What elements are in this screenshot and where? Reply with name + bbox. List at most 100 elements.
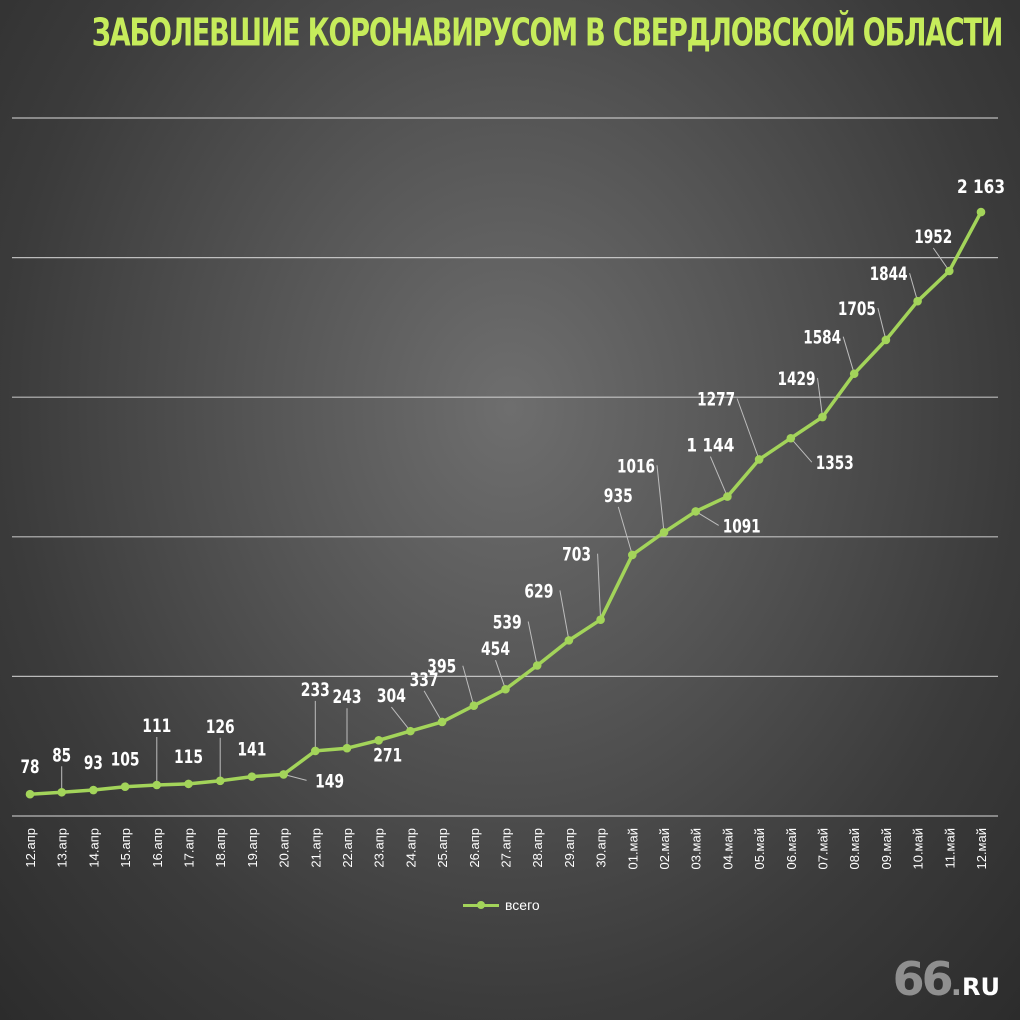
data-label: 1091: [723, 515, 761, 537]
data-point: [945, 266, 954, 276]
data-point: [659, 528, 669, 537]
leader-line: [462, 665, 475, 706]
leader-line: [817, 377, 823, 418]
data-point: [913, 296, 922, 306]
x-tick-label: 04.май: [720, 828, 735, 870]
x-tick-label: 21.апр: [308, 828, 323, 868]
data-point: [89, 785, 98, 795]
data-label: 243: [333, 686, 362, 708]
x-tick-label: 01.май: [625, 828, 640, 870]
x-tick-label: 24.апр: [403, 828, 418, 868]
x-tick-label: 23.апр: [372, 828, 387, 868]
data-point: [976, 207, 986, 217]
leader-line: [709, 456, 728, 497]
x-tick-label: 14.апр: [86, 828, 101, 868]
x-tick-label: 02.май: [657, 828, 672, 870]
data-label: 1584: [803, 327, 841, 349]
data-point: [342, 743, 352, 753]
x-axis-tick-labels: 12.апр 13.апр 14.апр 15.апр 16.апр 17.апр 18.а…: [23, 828, 989, 870]
leader-line: [877, 307, 887, 341]
data-label: 1844: [870, 263, 908, 285]
leader-line: [932, 247, 950, 272]
data-label: 149: [315, 770, 344, 792]
data-label: 703: [562, 544, 591, 566]
leader-line: [391, 706, 411, 732]
data-label: 454: [481, 638, 510, 660]
leader-line: [559, 590, 570, 641]
data-point: [691, 507, 700, 516]
x-tick-label: 29.апр: [562, 828, 577, 868]
x-tick-label: 11.май: [942, 828, 957, 869]
data-point: [374, 736, 384, 745]
data-label: 2 163: [957, 176, 1005, 198]
data-point: [881, 335, 891, 345]
x-tick-label: 15.апр: [118, 828, 133, 868]
leader-line: [695, 510, 719, 526]
data-label: 105: [111, 749, 140, 771]
data-label: 1705: [838, 298, 876, 320]
data-label: 395: [427, 656, 456, 678]
label-leader-lines: [61, 247, 950, 793]
leader-line: [656, 465, 665, 533]
leader-line: [790, 437, 813, 463]
leader-line: [909, 273, 919, 302]
data-point: [564, 636, 574, 645]
data-label: 115: [174, 746, 203, 768]
data-point: [818, 412, 827, 422]
x-tick-label: 10.май: [911, 828, 926, 870]
data-label: 1952: [914, 226, 952, 248]
series-vsego: [25, 207, 986, 799]
data-point: [152, 780, 162, 790]
x-tick-label: 13.апр: [55, 828, 70, 868]
data-label: 78: [21, 756, 40, 778]
data-label: 85: [52, 744, 71, 766]
legend: всего: [463, 894, 540, 916]
data-label: 539: [493, 612, 522, 634]
data-label: 629: [524, 580, 553, 602]
data-label: 1016: [617, 455, 655, 477]
logo-number: 66: [892, 952, 954, 1006]
x-tick-label: 16.апр: [150, 828, 165, 868]
data-label: 111: [142, 715, 171, 737]
data-label: 1 144: [686, 435, 734, 457]
x-tick-label: 20.апр: [277, 828, 292, 868]
data-point: [311, 746, 320, 756]
data-point: [215, 776, 225, 786]
x-tick-label: 27.апр: [499, 828, 514, 868]
data-point: [279, 770, 288, 779]
data-label: 935: [604, 485, 633, 507]
leader-line: [736, 398, 760, 460]
legend-line-marker-icon: [463, 900, 499, 909]
data-point: [532, 661, 542, 670]
x-tick-label: 18.апр: [213, 828, 228, 868]
data-point: [25, 789, 35, 799]
x-tick-label: 17.апр: [182, 828, 197, 868]
gridlines: [12, 117, 998, 817]
logo-suffix: RU: [962, 973, 1000, 1001]
data-point: [596, 615, 605, 625]
x-tick-label: 08.май: [847, 828, 862, 870]
data-point: [501, 684, 510, 694]
data-label: 1277: [697, 388, 735, 410]
data-point: [786, 433, 796, 443]
logo-66ru: 66 . RU: [893, 952, 1000, 1006]
data-point: [723, 492, 732, 501]
x-tick-label: 28.апр: [530, 828, 545, 868]
x-tick-label: 30.апр: [594, 828, 609, 868]
x-tick-label: 12.апр: [23, 828, 38, 868]
data-point: [469, 701, 479, 711]
x-tick-label: 09.май: [879, 828, 894, 870]
chart-title: ЗАБОЛЕВШИЕ КОРОНАВИРУСОМ В СВЕРДЛОВСКОЙ …: [91, 10, 1004, 55]
data-label: 93: [84, 752, 103, 774]
x-tick-label: 03.май: [689, 828, 704, 870]
x-tick-label: 26.апр: [467, 828, 482, 868]
leader-line: [597, 553, 602, 620]
data-point: [628, 550, 637, 560]
data-label: 1429: [778, 368, 816, 390]
data-label: 271: [373, 744, 402, 766]
leader-line: [527, 621, 538, 666]
leader-line: [842, 336, 855, 374]
x-tick-label: 05.май: [752, 828, 767, 870]
